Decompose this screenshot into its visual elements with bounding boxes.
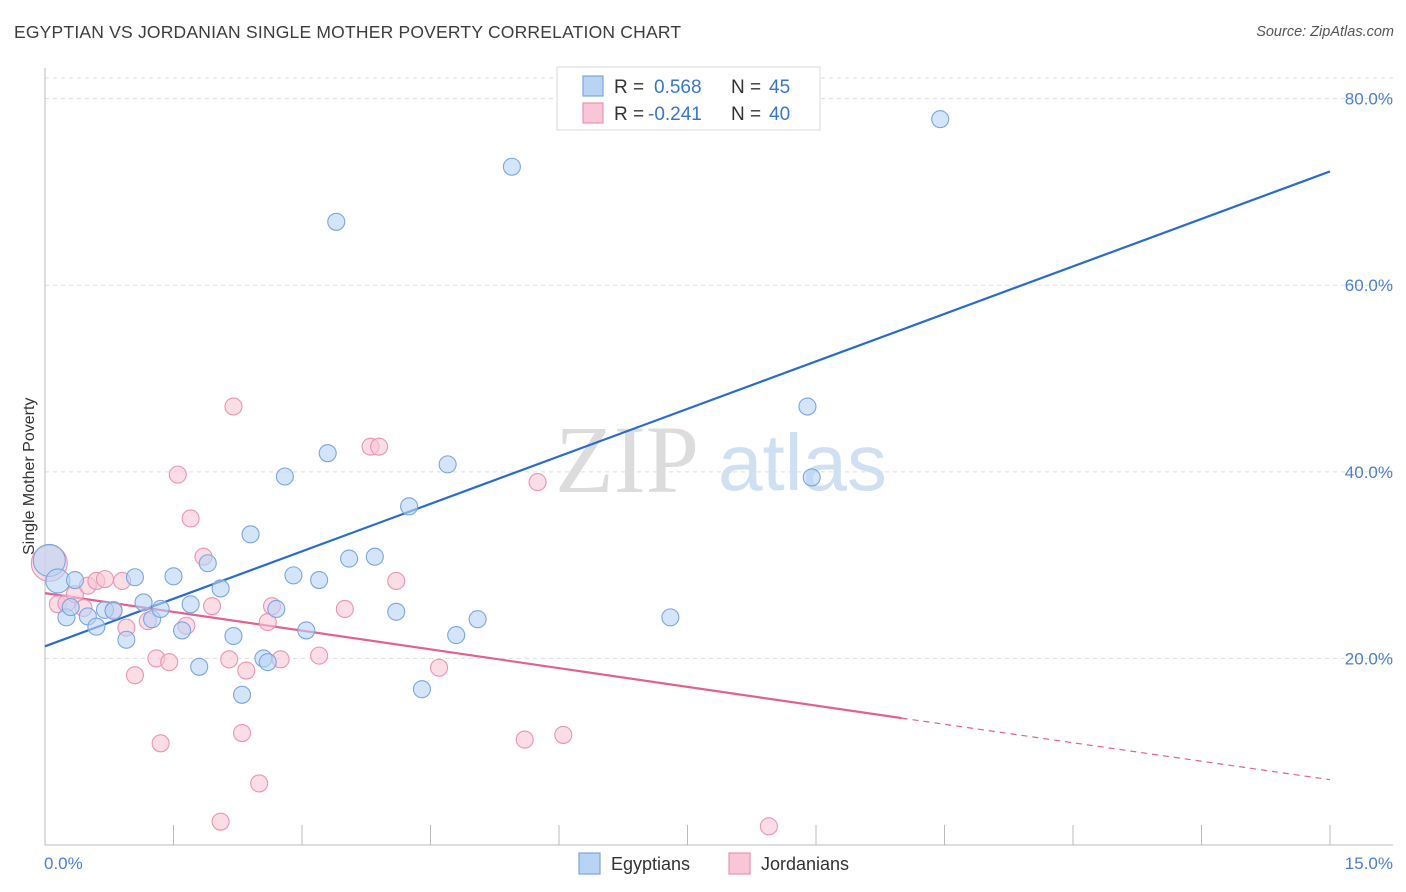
egyptians-point [181,595,200,614]
jordanians-point [232,723,252,743]
y-tick-label: 80.0% [1345,90,1393,109]
egyptians-legend-swatch [582,75,604,97]
y-tick-labels: 20.0% 40.0% 60.0% 80.0% [1345,90,1393,669]
egyptians-point [87,617,106,636]
series-legend: Egyptians Jordanians [578,852,849,875]
egyptians-point [447,626,466,645]
jordanians-point [250,774,269,793]
jordanians-point [203,597,222,616]
stats-legend: R = 0.568 N = 45 R = -0.241 N = 40 [556,66,821,131]
egyptians-point [198,554,217,573]
egyptians-point [931,110,950,129]
egyptians-point [151,599,170,619]
egyptians-point [297,621,316,640]
jordanians-point [370,437,389,456]
jordanians-point [310,646,329,665]
legend-n-value-2: 40 [769,104,790,125]
egyptians-point [104,601,123,620]
y-tick-label: 40.0% [1345,463,1393,482]
egyptians-point [164,567,183,586]
egyptians-point [211,579,230,598]
jordanians-point [168,465,187,484]
jordanians-point [224,397,243,416]
egyptians-point [502,157,521,176]
egyptians-point [284,566,303,585]
jordanians-point [181,509,200,528]
legend-r-label-1: R = [614,77,644,98]
legend-r-value-1: 0.568 [654,77,702,98]
y-tick-label: 20.0% [1345,649,1393,668]
egyptians-point [61,598,80,617]
jordanians-point [237,661,256,680]
egyptians-point [190,657,209,676]
watermark-atlas: atlas [718,418,887,507]
legend-n-value-1: 45 [769,77,790,98]
jordanians-point [387,571,406,591]
watermark-zip: ZIP [555,406,699,513]
egyptians-point [275,467,294,486]
egyptians-point [802,468,821,487]
axes [44,68,1393,846]
egyptians-point [224,626,243,646]
legend-n-label-2: N = [731,104,761,125]
trend-lines [44,170,1331,781]
egyptians-points [32,110,950,704]
jordanians-point [430,658,449,677]
egyptians-point [340,549,359,568]
jordanians-point [759,817,778,836]
egyptians-point [125,568,144,587]
y-axis-title: Single Mother Poverty [21,398,38,555]
jordanians-point [95,570,115,589]
egyptians-point [661,608,680,627]
egyptians-point [310,570,329,590]
egyptians-point [173,621,192,640]
y-tick-label: 60.0% [1345,276,1393,295]
egyptians-point [365,547,384,566]
x-tick-label-max: 15.0% [1345,854,1393,873]
egyptians-point [318,444,337,463]
egyptians-point [327,212,346,231]
jordanians-point [515,730,534,749]
egyptians-point [412,680,431,699]
egyptians-point [117,630,136,649]
jordanians-bottom-swatch[interactable] [728,852,751,875]
jordanians-point [151,734,170,753]
legend-n-label-1: N = [731,77,761,98]
egyptians-point [267,599,286,619]
jordanians-trend-line [44,592,902,720]
x-tick-label-min: 0.0% [44,854,83,873]
egyptians-point [438,455,457,474]
x-tick-labels: 0.0% 15.0% [44,854,1393,873]
egyptians-point [232,685,252,704]
jordanians-point [211,812,230,831]
jordanians-legend-label[interactable]: Jordanians [761,854,849,874]
jordanians-point [220,650,239,669]
jordanians-legend-swatch [582,102,604,124]
egyptians-point [65,570,85,590]
jordanians-point [335,599,354,619]
jordanians-trend-extension [901,717,1331,781]
egyptians-point [400,497,419,516]
legend-r-value-2: -0.241 [648,104,702,125]
jordanians-point [528,473,547,492]
egyptians-trend-line [44,170,1331,648]
jordanians-point [554,725,573,744]
jordanians-point [125,666,144,685]
egyptians-point [798,397,817,416]
egyptians-bottom-swatch[interactable] [578,852,601,875]
chart-title: EGYPTIAN VS JORDANIAN SINGLE MOTHER POVE… [14,22,682,42]
egyptians-point [387,602,406,621]
egyptians-point [241,525,260,544]
egyptians-point [134,593,153,612]
egyptians-legend-label[interactable]: Egyptians [611,854,690,874]
egyptians-point [258,653,277,672]
egyptians-point [468,610,487,629]
jordanians-point [160,653,179,672]
source-label: Source: ZipAtlas.com [1256,24,1394,40]
legend-r-label-2: R = [614,104,644,125]
